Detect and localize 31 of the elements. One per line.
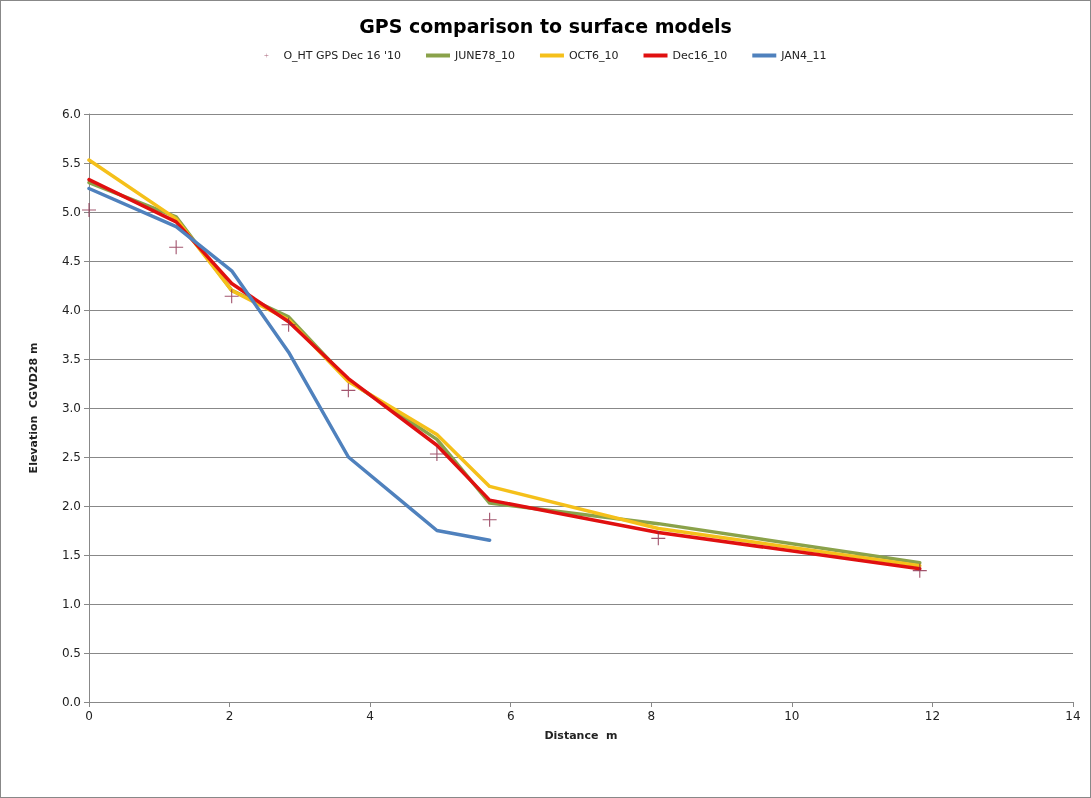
x-axis-title: Distance m	[544, 729, 618, 742]
y-tick-label: 4.5	[61, 254, 81, 268]
x-tick-label: 10	[784, 709, 800, 723]
x-tick-label: 2	[225, 709, 234, 723]
legend-label: JUNE78_10	[453, 49, 515, 62]
legend-label: O_HT GPS Dec 16 '10	[283, 49, 401, 62]
y-tick-label: 6.0	[61, 107, 81, 121]
x-tick-label: 14	[1065, 709, 1081, 723]
y-tick-label: 5.0	[61, 205, 81, 219]
y-tick-label: 2.5	[61, 450, 81, 464]
legend-label: Dec16_10	[672, 49, 728, 62]
chart-title: GPS comparison to surface models	[359, 14, 732, 37]
x-tick-label: 8	[647, 709, 656, 723]
legend-label: OCT6_10	[568, 49, 619, 62]
y-tick-label: 5.5	[61, 156, 81, 170]
y-tick-label: 1.5	[61, 548, 81, 562]
y-tick-label: 1.0	[61, 597, 81, 611]
y-tick-label: 3.5	[61, 352, 81, 366]
x-tick-label: 6	[506, 709, 515, 723]
y-tick-label: 4.0	[61, 303, 81, 317]
x-tick-label: 12	[924, 709, 941, 723]
y-tick-label: 3.0	[61, 401, 81, 415]
legend-label: JAN4_11	[780, 49, 827, 62]
y-tick-label: 0.0	[61, 695, 81, 709]
x-tick-label: 4	[366, 709, 374, 723]
y-axis-title: Elevation CGVD28 m	[27, 342, 40, 474]
x-tick-label: 0	[85, 709, 93, 723]
line-series	[87, 186, 492, 543]
y-tick-label: 2.0	[61, 499, 81, 513]
point	[82, 203, 96, 218]
y-tick-label: 0.5	[61, 646, 81, 660]
